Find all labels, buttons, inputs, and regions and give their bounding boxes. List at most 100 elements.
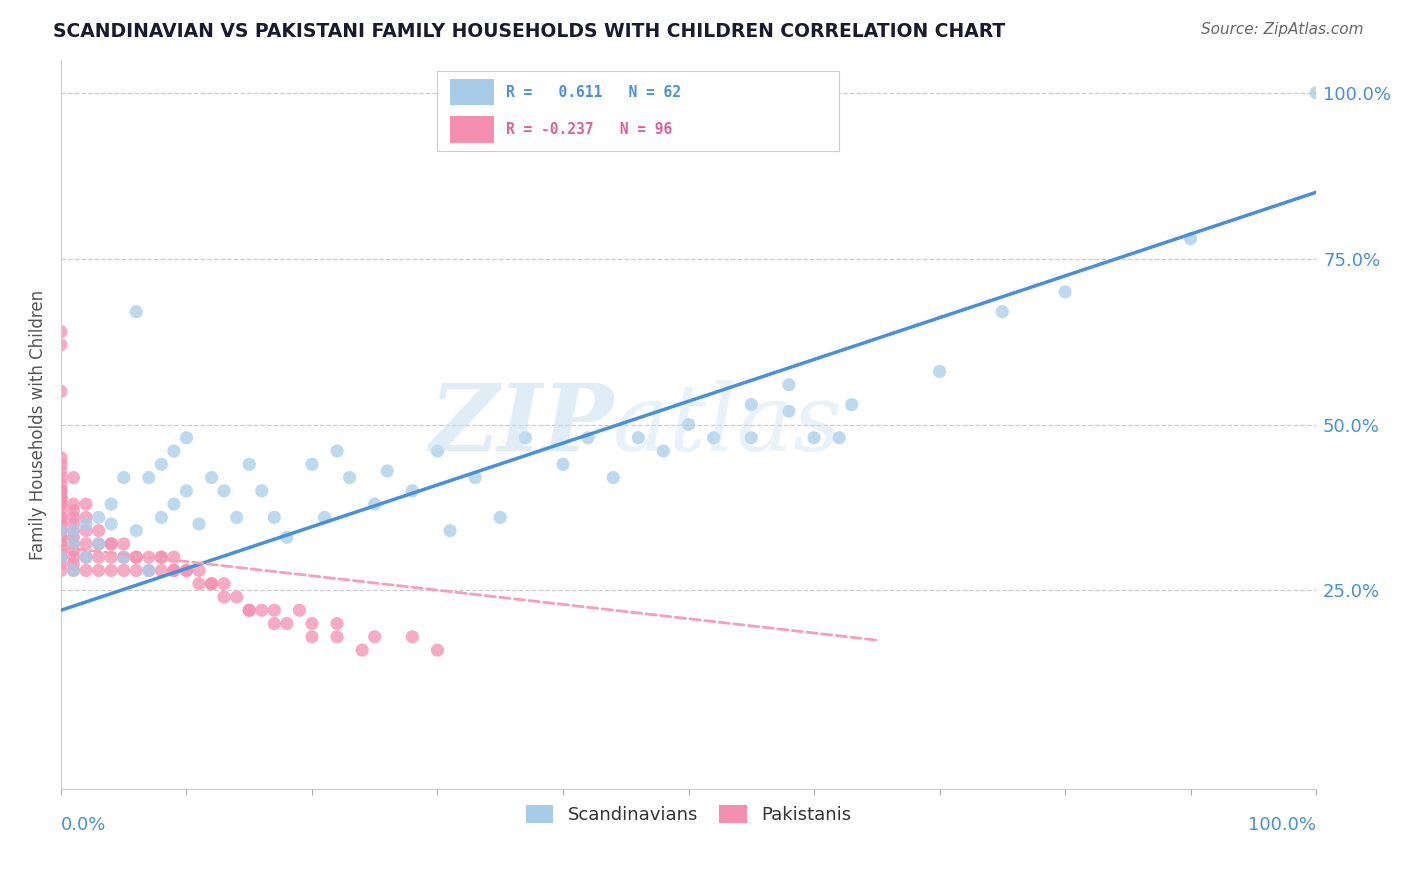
- Point: [439, 524, 461, 538]
- Point: [551, 458, 574, 472]
- Point: [1053, 285, 1076, 299]
- Point: [62, 550, 84, 565]
- Point: [401, 630, 423, 644]
- Point: [62, 564, 84, 578]
- Point: [176, 564, 198, 578]
- Point: [301, 616, 323, 631]
- Point: [112, 564, 135, 578]
- Point: [138, 564, 160, 578]
- Point: [678, 417, 700, 432]
- Point: [100, 537, 122, 551]
- Point: [176, 431, 198, 445]
- Point: [100, 550, 122, 565]
- Point: [49, 504, 72, 518]
- Point: [212, 590, 235, 604]
- Point: [288, 603, 311, 617]
- Point: [49, 516, 72, 531]
- Point: [87, 564, 110, 578]
- Point: [49, 543, 72, 558]
- Point: [138, 564, 160, 578]
- Point: [100, 564, 122, 578]
- Point: [163, 564, 186, 578]
- Point: [49, 491, 72, 505]
- Point: [49, 524, 72, 538]
- Point: [87, 537, 110, 551]
- Point: [62, 510, 84, 524]
- Point: [250, 603, 273, 617]
- Point: [62, 530, 84, 544]
- Point: [62, 524, 84, 538]
- Point: [49, 497, 72, 511]
- Point: [627, 431, 650, 445]
- Point: [49, 516, 72, 531]
- Point: [62, 524, 84, 538]
- Legend: Scandinavians, Pakistanis: Scandinavians, Pakistanis: [519, 797, 858, 831]
- Point: [602, 470, 624, 484]
- Point: [163, 550, 186, 565]
- Point: [326, 630, 349, 644]
- Point: [49, 477, 72, 491]
- Point: [112, 537, 135, 551]
- Point: [703, 431, 725, 445]
- Point: [49, 497, 72, 511]
- Point: [150, 550, 173, 565]
- Point: [112, 470, 135, 484]
- Point: [49, 384, 72, 399]
- Point: [49, 491, 72, 505]
- Point: [212, 576, 235, 591]
- Point: [225, 590, 247, 604]
- Point: [276, 530, 298, 544]
- Point: [62, 564, 84, 578]
- Point: [1305, 86, 1327, 100]
- Text: SCANDINAVIAN VS PAKISTANI FAMILY HOUSEHOLDS WITH CHILDREN CORRELATION CHART: SCANDINAVIAN VS PAKISTANI FAMILY HOUSEHO…: [53, 22, 1005, 41]
- Point: [188, 576, 211, 591]
- Point: [49, 530, 72, 544]
- Point: [200, 576, 222, 591]
- Point: [49, 458, 72, 472]
- Point: [176, 564, 198, 578]
- Point: [62, 497, 84, 511]
- Point: [991, 304, 1014, 318]
- Point: [49, 524, 72, 538]
- Point: [225, 510, 247, 524]
- Point: [49, 483, 72, 498]
- Point: [301, 458, 323, 472]
- Point: [828, 431, 851, 445]
- Point: [49, 537, 72, 551]
- Point: [314, 510, 336, 524]
- Point: [75, 550, 97, 565]
- Point: [87, 510, 110, 524]
- Point: [364, 497, 387, 511]
- Point: [75, 516, 97, 531]
- Point: [652, 444, 675, 458]
- Point: [112, 550, 135, 565]
- Point: [238, 458, 260, 472]
- Point: [49, 564, 72, 578]
- Point: [150, 458, 173, 472]
- Point: [740, 431, 762, 445]
- Point: [49, 510, 72, 524]
- Point: [49, 338, 72, 352]
- Point: [375, 464, 398, 478]
- Point: [200, 470, 222, 484]
- Point: [489, 510, 512, 524]
- Point: [75, 524, 97, 538]
- Point: [352, 643, 374, 657]
- Point: [238, 603, 260, 617]
- Point: [49, 550, 72, 565]
- Point: [62, 470, 84, 484]
- Point: [150, 550, 173, 565]
- Point: [125, 550, 148, 565]
- Point: [75, 537, 97, 551]
- Point: [49, 510, 72, 524]
- Point: [163, 444, 186, 458]
- Point: [263, 603, 285, 617]
- Text: Source: ZipAtlas.com: Source: ZipAtlas.com: [1201, 22, 1364, 37]
- Point: [326, 444, 349, 458]
- Point: [62, 516, 84, 531]
- Point: [62, 557, 84, 571]
- Point: [49, 550, 72, 565]
- Point: [49, 557, 72, 571]
- Point: [150, 564, 173, 578]
- Point: [75, 510, 97, 524]
